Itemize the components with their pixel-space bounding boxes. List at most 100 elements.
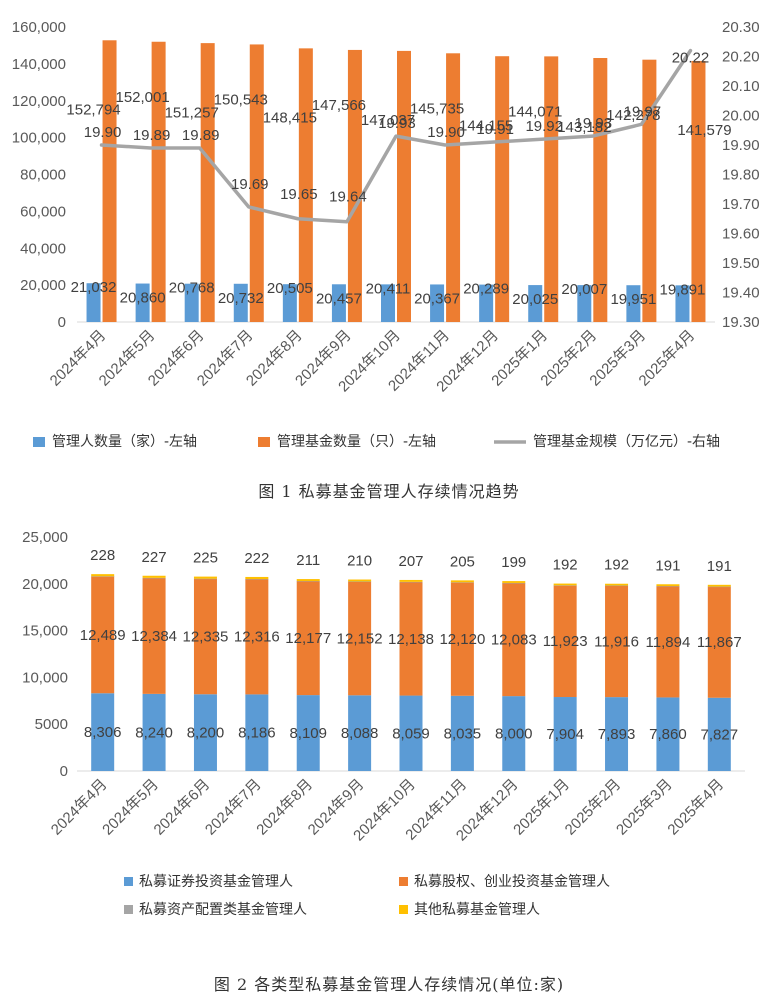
other-label: 199: [501, 554, 526, 571]
equity-vc-label: 12,083: [491, 632, 537, 649]
fund-count-bar: [544, 56, 559, 323]
asset-allocation-bar: [502, 582, 526, 584]
left-y-tick-label: 40,000: [20, 240, 66, 257]
fund-count-label: 145,735: [410, 101, 464, 118]
equity-vc-label: 11,894: [646, 634, 691, 651]
aum-label: 19.92: [525, 118, 563, 135]
fund-count-label: 147,037: [361, 112, 415, 129]
fund-count-label: 152,001: [115, 89, 169, 106]
legend-aum-text: 管理基金规模（万亿元）-右轴: [533, 433, 720, 450]
securities-label: 7,893: [598, 726, 636, 743]
left-y-tick-label: 120,000: [12, 93, 66, 110]
other-bar: [656, 584, 680, 587]
fund-count-bar: [151, 41, 166, 322]
y-tick-label: 0: [60, 763, 68, 780]
aum-label: 19.89: [182, 127, 220, 144]
manager-count-bar: [675, 285, 690, 322]
aum-label: 19.90: [427, 124, 465, 141]
right-y-tick-label: 20.00: [722, 108, 760, 125]
manager-count-label: 20,411: [366, 280, 411, 297]
y-tick-label: 15,000: [22, 623, 68, 640]
figure1-caption: 图 1 私募基金管理人存续情况趋势: [258, 482, 519, 501]
other-bar: [348, 579, 372, 582]
aum-label: 19.93: [575, 115, 613, 132]
securities-bar: [245, 694, 269, 771]
equity-vc-bar: [502, 583, 526, 697]
asset-allocation-bar: [245, 579, 269, 580]
other-bar: [502, 581, 526, 583]
equity-vc-bar: [707, 586, 731, 698]
securities-bar: [296, 695, 320, 771]
securities-bar: [656, 697, 680, 771]
left-y-tick-label: 0: [58, 314, 66, 331]
managers-trend-chart: 020,00040,00060,00080,000100,000120,0001…: [12, 19, 760, 501]
securities-label: 8,109: [289, 725, 327, 742]
aum-label: 19.89: [133, 127, 171, 144]
manager-count-label: 20,505: [267, 280, 313, 297]
securities-bar: [707, 697, 731, 771]
aum-label: 19.69: [231, 176, 269, 193]
manager-count-bar: [626, 285, 641, 322]
securities-bar: [399, 695, 423, 771]
legend-securities-swatch: [124, 877, 133, 886]
aum-label: 19.65: [280, 186, 318, 203]
other-bar: [450, 580, 474, 583]
other-bar: [605, 583, 629, 586]
other-bar: [142, 575, 166, 578]
fund-count-label: 144,155: [459, 117, 513, 134]
fund-count-bar: [593, 58, 608, 323]
equity-vc-bar: [605, 585, 629, 698]
right-y-tick-label: 19.70: [722, 196, 760, 213]
manager-count-label: 20,367: [414, 290, 460, 307]
right-y-tick-label: 19.60: [722, 226, 760, 243]
manager-count-label: 20,860: [120, 290, 166, 307]
aum-line: [99, 48, 693, 224]
right-y-tick-label: 19.80: [722, 167, 760, 184]
other-label: 222: [244, 550, 269, 567]
left-y-tick-label: 80,000: [20, 167, 66, 184]
other-label: 192: [553, 557, 578, 574]
aum-label: 19.97: [624, 103, 662, 120]
legend-fund-count-swatch: [258, 437, 270, 447]
figure2-caption: 图 2 各类型私募基金管理人存续情况(单位:家): [214, 975, 564, 994]
equity-vc-bar: [399, 581, 423, 696]
legend-equity-vc-text: 私募股权、创业投资基金管理人: [414, 873, 610, 890]
securities-label: 7,827: [701, 726, 739, 743]
securities-bar: [91, 693, 115, 771]
fund-count-label: 151,257: [165, 104, 219, 121]
manager-count-label: 20,732: [218, 290, 264, 307]
other-label: 211: [296, 552, 320, 569]
asset-allocation-bar: [707, 586, 731, 588]
right-y-tick-label: 20.10: [722, 78, 760, 95]
manager-types-chart: 0 5000 10,000 15,000 20,000 25,000 8,306 12,489…: [22, 529, 745, 994]
equity-vc-bar: [553, 585, 577, 698]
manager-count-bar: [381, 284, 395, 322]
equity-vc-label: 12,489: [80, 627, 126, 644]
right-y-tick-label: 20.20: [722, 49, 760, 66]
other-label: 225: [193, 550, 218, 567]
manager-count-label: 19,951: [610, 291, 656, 308]
securities-label: 8,240: [135, 724, 173, 741]
fund-count-bar: [298, 48, 313, 323]
securities-label: 8,186: [238, 725, 276, 742]
manager-count-label: 20,025: [512, 291, 558, 308]
equity-vc-bar: [142, 577, 166, 694]
securities-bar: [193, 694, 217, 771]
fund-count-bar: [446, 53, 461, 323]
aum-label: 19.91: [476, 121, 514, 138]
other-label: 228: [90, 547, 115, 564]
right-y-tick-label: 19.90: [722, 137, 760, 154]
legend-manager-count-swatch: [33, 437, 45, 447]
manager-count-bar: [233, 283, 248, 322]
other-label: 210: [347, 553, 372, 570]
legend-asset-allocation-swatch: [124, 905, 133, 914]
equity-vc-bar: [450, 582, 474, 696]
fund-count-label: 141,579: [677, 122, 731, 139]
y-tick-label: 25,000: [22, 529, 68, 546]
fund-count-bar: [397, 50, 411, 322]
equity-vc-label: 12,120: [439, 631, 485, 648]
manager-count-label: 20,007: [561, 281, 607, 298]
equity-vc-bar: [91, 576, 115, 694]
equity-vc-bar: [245, 579, 269, 695]
legend-other-swatch: [399, 905, 408, 914]
